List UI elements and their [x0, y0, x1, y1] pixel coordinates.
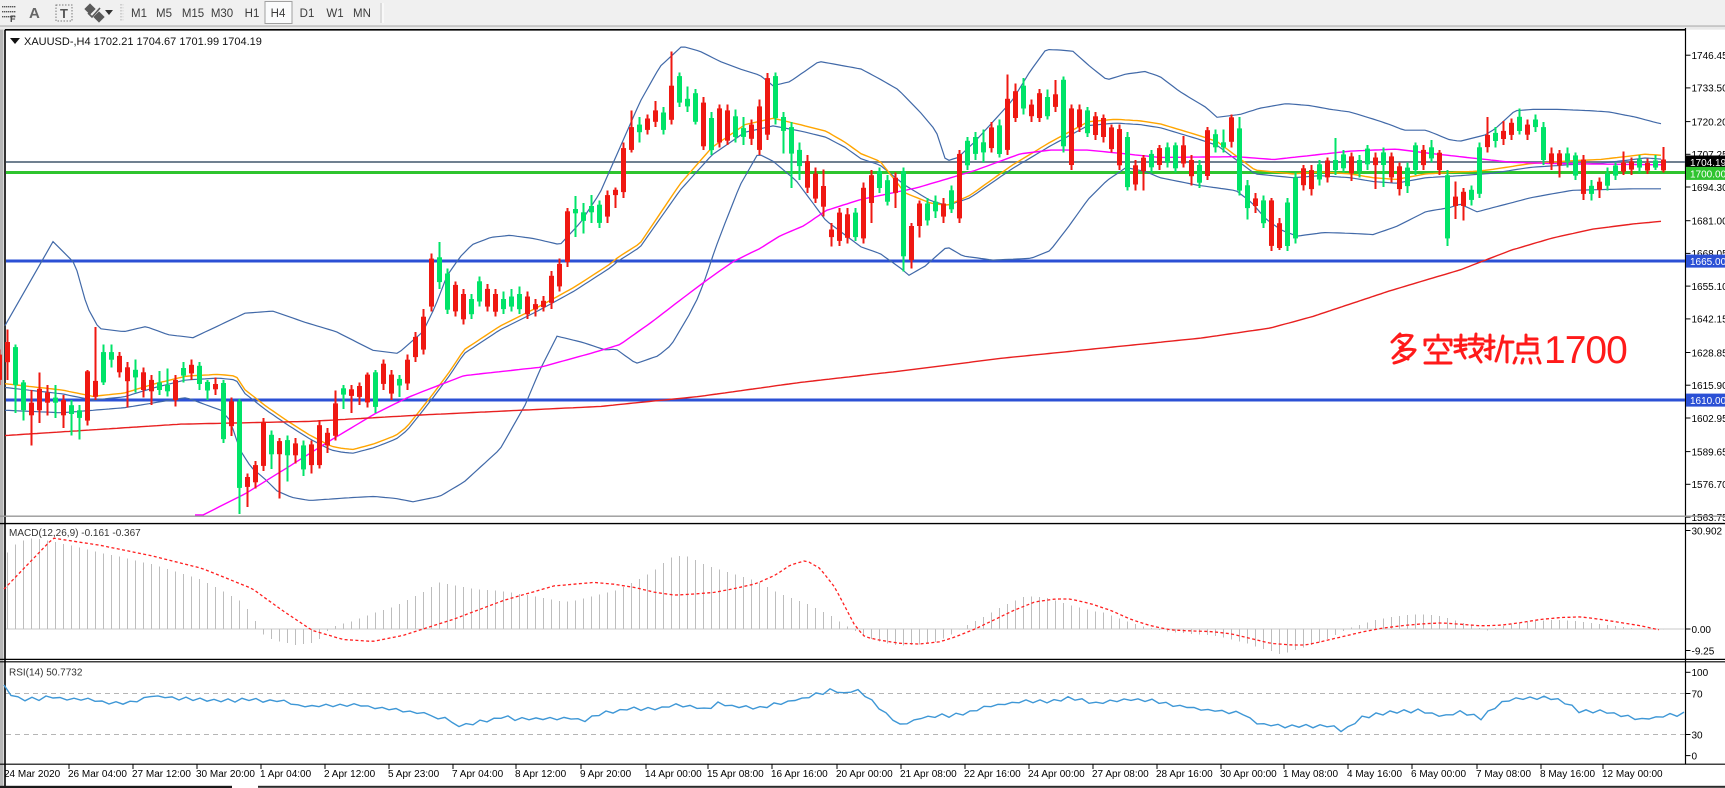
svg-text:30 Mar 20:00: 30 Mar 20:00 [196, 769, 255, 780]
svg-text:2 Apr 12:00: 2 Apr 12:00 [324, 769, 376, 780]
svg-text:16 Apr 16:00: 16 Apr 16:00 [771, 769, 828, 780]
svg-text:8 May 16:00: 8 May 16:00 [1540, 769, 1595, 780]
svg-text:0: 0 [1692, 751, 1698, 762]
svg-text:0.00: 0.00 [1692, 625, 1712, 636]
svg-text:1615.90: 1615.90 [1692, 381, 1725, 392]
svg-text:1700.00: 1700.00 [1690, 169, 1725, 180]
svg-text:30: 30 [1692, 730, 1704, 741]
svg-text:1694.30: 1694.30 [1692, 183, 1725, 194]
svg-text:1 Apr 04:00: 1 Apr 04:00 [260, 769, 312, 780]
svg-text:7 May 08:00: 7 May 08:00 [1476, 769, 1531, 780]
svg-text:1642.15: 1642.15 [1692, 315, 1725, 326]
svg-text:30.902: 30.902 [1692, 527, 1723, 538]
svg-text:1563.75: 1563.75 [1692, 513, 1725, 524]
svg-text:1681.00: 1681.00 [1692, 217, 1725, 228]
svg-text:M30: M30 [211, 8, 233, 20]
svg-text:1576.70: 1576.70 [1692, 480, 1725, 491]
svg-text:T: T [60, 6, 68, 21]
svg-text:1746.45: 1746.45 [1692, 51, 1725, 62]
svg-text:MN: MN [353, 8, 371, 20]
svg-text:-9.25: -9.25 [1692, 647, 1715, 658]
svg-text:M1: M1 [131, 8, 147, 20]
svg-text:MACD(12,26,9) -0.161 -0.367: MACD(12,26,9) -0.161 -0.367 [9, 528, 141, 539]
svg-text:H1: H1 [245, 8, 260, 20]
svg-text:21 Apr 08:00: 21 Apr 08:00 [900, 769, 957, 780]
svg-text:4 May 16:00: 4 May 16:00 [1347, 769, 1402, 780]
svg-text:70: 70 [1692, 689, 1704, 700]
svg-text:12 May 00:00: 12 May 00:00 [1602, 769, 1663, 780]
svg-text:RSI(14) 50.7732: RSI(14) 50.7732 [9, 668, 83, 679]
svg-text:M15: M15 [182, 8, 204, 20]
svg-text:W1: W1 [326, 8, 343, 20]
svg-text:100: 100 [1692, 668, 1709, 679]
svg-text:24 Apr 00:00: 24 Apr 00:00 [1028, 769, 1085, 780]
svg-text:1720.20: 1720.20 [1692, 117, 1725, 128]
svg-text:XAUUSD-,H4 1702.21 1704.67 17: XAUUSD-,H4 1702.21 1704.67 1701.99 1704.… [24, 36, 262, 48]
svg-text:6 May 00:00: 6 May 00:00 [1411, 769, 1466, 780]
svg-text:28 Apr 16:00: 28 Apr 16:00 [1156, 769, 1213, 780]
svg-text:27 Mar 12:00: 27 Mar 12:00 [132, 769, 191, 780]
svg-text:14 Apr 00:00: 14 Apr 00:00 [645, 769, 702, 780]
svg-text:8 Apr 12:00: 8 Apr 12:00 [515, 769, 567, 780]
svg-text:1704.19: 1704.19 [1690, 158, 1725, 169]
svg-text:22 Apr 16:00: 22 Apr 16:00 [964, 769, 1021, 780]
svg-text:1 May 08:00: 1 May 08:00 [1283, 769, 1338, 780]
svg-text:30 Apr 00:00: 30 Apr 00:00 [1220, 769, 1277, 780]
svg-text:F: F [10, 14, 16, 24]
svg-text:1665.00: 1665.00 [1690, 257, 1725, 268]
svg-text:1589.65: 1589.65 [1692, 447, 1725, 458]
svg-text:24 Mar 2020: 24 Mar 2020 [4, 769, 61, 780]
svg-text:5 Apr 23:00: 5 Apr 23:00 [388, 769, 440, 780]
svg-text:7 Apr 04:00: 7 Apr 04:00 [452, 769, 504, 780]
svg-text:9 Apr 20:00: 9 Apr 20:00 [580, 769, 632, 780]
svg-text:20 Apr 00:00: 20 Apr 00:00 [836, 769, 893, 780]
svg-text:D1: D1 [300, 8, 315, 20]
svg-text:1610.00: 1610.00 [1690, 396, 1725, 407]
svg-text:1733.50: 1733.50 [1692, 84, 1725, 95]
svg-text:1700: 1700 [1544, 329, 1627, 372]
svg-text:1628.85: 1628.85 [1692, 348, 1725, 359]
svg-text:A: A [29, 5, 40, 22]
svg-text:M5: M5 [156, 8, 172, 20]
svg-text:27 Apr 08:00: 27 Apr 08:00 [1092, 769, 1149, 780]
svg-text:26 Mar 04:00: 26 Mar 04:00 [68, 769, 127, 780]
svg-text:15 Apr 08:00: 15 Apr 08:00 [707, 769, 764, 780]
svg-text:H4: H4 [271, 8, 286, 20]
svg-text:1602.95: 1602.95 [1692, 414, 1725, 425]
svg-text:1655.10: 1655.10 [1692, 282, 1725, 293]
